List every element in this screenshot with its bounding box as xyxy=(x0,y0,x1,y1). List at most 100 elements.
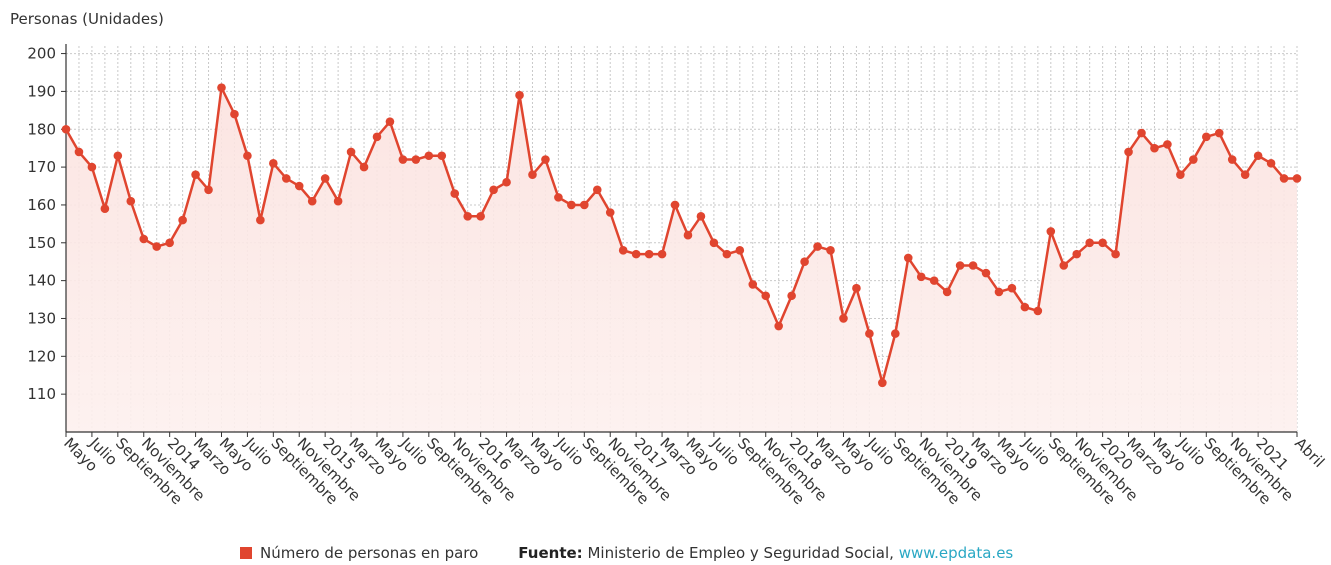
source-link[interactable]: www.epdata.es xyxy=(898,544,1014,562)
data-point xyxy=(567,200,576,210)
data-point xyxy=(618,246,628,255)
data-point xyxy=(605,208,615,217)
y-tick-label: 180 xyxy=(27,120,56,138)
data-point xyxy=(463,211,472,221)
data-point xyxy=(1163,140,1172,149)
data-point xyxy=(100,204,110,214)
data-point xyxy=(489,185,498,195)
data-point xyxy=(1292,174,1302,183)
data-point xyxy=(372,132,382,142)
data-point xyxy=(916,272,926,282)
data-point xyxy=(592,185,602,195)
data-point xyxy=(204,185,213,195)
y-tick-label: 120 xyxy=(27,347,56,365)
data-point xyxy=(450,189,460,198)
data-point xyxy=(748,280,758,289)
data-point xyxy=(256,215,265,225)
data-point xyxy=(735,246,745,255)
data-point xyxy=(1059,261,1069,270)
data-point xyxy=(929,276,939,285)
data-point xyxy=(787,291,796,301)
data-point xyxy=(1124,147,1133,157)
y-tick-label: 190 xyxy=(27,82,56,100)
data-point xyxy=(826,246,835,255)
data-point xyxy=(1214,128,1224,138)
source-note: Fuente: Ministerio de Empleo y Seguridad… xyxy=(518,544,1013,562)
data-point xyxy=(281,174,291,183)
legend-swatch xyxy=(240,547,252,559)
data-point xyxy=(541,155,550,164)
legend-label: Número de personas en paro xyxy=(260,544,479,562)
data-point xyxy=(74,147,84,157)
data-point xyxy=(294,181,304,191)
data-point xyxy=(852,283,861,293)
y-tick-label: 130 xyxy=(27,309,56,327)
data-point xyxy=(1033,306,1043,316)
data-point xyxy=(113,151,123,161)
data-point xyxy=(87,162,97,172)
data-point xyxy=(683,230,693,240)
data-point xyxy=(139,234,149,244)
data-point xyxy=(644,249,654,259)
data-point xyxy=(878,378,887,388)
y-tick-label: 160 xyxy=(27,196,56,214)
data-point xyxy=(813,242,822,251)
y-tick-label: 170 xyxy=(27,158,56,176)
data-point xyxy=(333,196,343,206)
data-point xyxy=(722,249,732,259)
data-point xyxy=(1176,170,1185,179)
data-point xyxy=(346,147,356,157)
data-point xyxy=(955,261,965,270)
data-point xyxy=(761,291,771,301)
data-point xyxy=(476,211,485,221)
data-point xyxy=(307,196,317,206)
data-point xyxy=(515,90,524,100)
data-point xyxy=(1240,170,1250,179)
data-point xyxy=(942,287,952,297)
data-point xyxy=(696,211,706,221)
data-point xyxy=(398,155,408,164)
data-point xyxy=(891,329,900,338)
data-point xyxy=(1201,132,1211,142)
data-point xyxy=(1111,249,1120,259)
data-point xyxy=(1046,227,1056,236)
chart-svg: 110120130140150160170180190200MayoJulioS… xyxy=(27,44,1328,508)
y-tick-label: 110 xyxy=(27,385,56,403)
data-point xyxy=(1137,128,1146,138)
data-point xyxy=(528,170,537,179)
data-point xyxy=(502,177,511,187)
data-point xyxy=(1085,238,1094,248)
data-point xyxy=(1098,238,1107,248)
data-point xyxy=(126,196,136,206)
data-point xyxy=(1150,143,1159,153)
data-point xyxy=(152,242,162,251)
data-point xyxy=(165,238,174,248)
data-point xyxy=(968,261,978,270)
data-point xyxy=(269,159,278,168)
data-point xyxy=(178,215,187,225)
data-point xyxy=(411,155,421,164)
data-point xyxy=(657,249,667,259)
data-point xyxy=(1189,155,1198,164)
data-point xyxy=(191,170,200,179)
y-axis-title: Personas (Unidades) xyxy=(10,10,164,28)
data-point xyxy=(230,109,239,119)
data-point xyxy=(217,83,226,92)
data-point xyxy=(1007,283,1017,293)
data-point xyxy=(359,162,369,172)
y-tick-label: 200 xyxy=(27,45,56,63)
data-point xyxy=(1266,159,1276,168)
data-point xyxy=(1020,302,1030,312)
data-point xyxy=(981,268,991,278)
legend: Número de personas en paro Fuente: Minist… xyxy=(240,544,1013,562)
series-area xyxy=(66,87,1297,433)
data-point xyxy=(320,174,330,183)
y-tick-label: 140 xyxy=(27,272,56,290)
data-point xyxy=(243,151,252,161)
data-point xyxy=(903,253,913,263)
source-text: Ministerio de Empleo y Seguridad Social, xyxy=(587,544,894,562)
data-point xyxy=(800,257,809,267)
data-point xyxy=(580,200,589,210)
data-point xyxy=(774,321,783,331)
